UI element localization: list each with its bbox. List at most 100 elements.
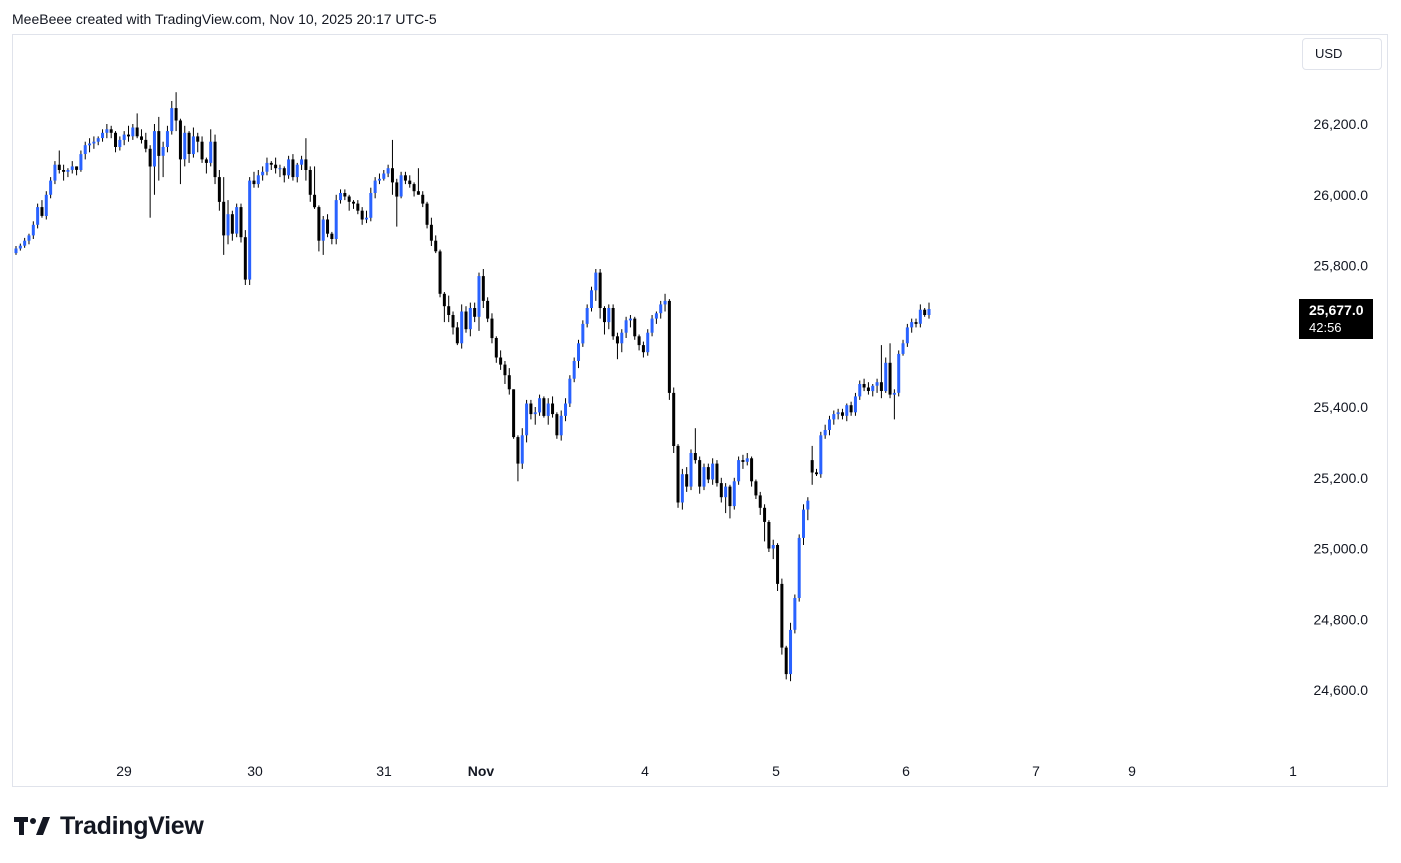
candle-down[interactable] (715, 463, 719, 484)
candle-down[interactable] (728, 486, 732, 507)
candle-up[interactable] (827, 419, 831, 430)
candle-down[interactable] (758, 495, 762, 508)
candle-up[interactable] (927, 309, 931, 315)
candle-up[interactable] (620, 332, 624, 344)
candle-up[interactable] (256, 175, 260, 185)
candle-down[interactable] (923, 309, 927, 315)
candle-up[interactable] (589, 290, 593, 308)
candle-down[interactable] (425, 203, 429, 225)
candle-up[interactable] (594, 272, 598, 291)
candle-down[interactable] (213, 141, 217, 178)
candle-up[interactable] (884, 362, 888, 392)
candle-up[interactable] (892, 392, 896, 395)
candle-up[interactable] (18, 245, 22, 249)
candle-down[interactable] (274, 164, 278, 169)
candle-up[interactable] (261, 171, 265, 176)
candle-up[interactable] (295, 164, 299, 178)
candle-down[interactable] (512, 389, 516, 438)
candle-down[interactable] (810, 460, 814, 473)
candle-down[interactable] (252, 180, 256, 185)
candle-up[interactable] (624, 320, 628, 333)
candle-down[interactable] (434, 240, 438, 252)
candle-up[interactable] (105, 129, 109, 133)
candle-down[interactable] (421, 194, 425, 204)
candle-down[interactable] (360, 210, 364, 220)
candle-down[interactable] (196, 136, 200, 142)
candle-down[interactable] (127, 134, 130, 137)
candle-down[interactable] (763, 507, 767, 522)
candle-up[interactable] (152, 131, 156, 167)
candle-down[interactable] (914, 322, 918, 324)
candle-down[interactable] (529, 403, 533, 415)
candle-up[interactable] (689, 453, 693, 487)
candle-up[interactable] (646, 332, 650, 353)
candle-up[interactable] (226, 214, 230, 236)
candle-down[interactable] (308, 170, 312, 195)
currency-button[interactable]: USD (1302, 38, 1382, 70)
candle-down[interactable] (204, 159, 208, 163)
candle-down[interactable] (815, 472, 818, 475)
candle-up[interactable] (680, 474, 684, 503)
candle-down[interactable] (429, 224, 433, 241)
candle-down[interactable] (719, 483, 723, 498)
candle-up[interactable] (650, 318, 654, 333)
candle-down[interactable] (442, 293, 446, 307)
candle-up[interactable] (364, 217, 368, 220)
candle-down[interactable] (776, 545, 780, 584)
candle-down[interactable] (455, 327, 459, 344)
candle-up[interactable] (31, 224, 35, 236)
candle-up[interactable] (278, 168, 282, 170)
candle-up[interactable] (572, 361, 576, 379)
candle-up[interactable] (858, 384, 862, 397)
candle-up[interactable] (70, 166, 74, 170)
candle-up[interactable] (853, 396, 857, 413)
candle-down[interactable] (438, 251, 442, 294)
candle-down[interactable] (473, 308, 477, 317)
candle-up[interactable] (910, 322, 914, 328)
candle-up[interactable] (789, 629, 793, 675)
candle-up[interactable] (66, 170, 70, 172)
candle-up[interactable] (88, 143, 92, 146)
candle-down[interactable] (40, 207, 44, 216)
candle-down[interactable] (741, 460, 745, 462)
candle-down[interactable] (222, 201, 226, 236)
candle-down[interactable] (304, 159, 308, 170)
candle-up[interactable] (745, 458, 749, 462)
candle-down[interactable] (178, 120, 182, 160)
candle-down[interactable] (174, 108, 178, 121)
candle-up[interactable] (96, 138, 100, 142)
candle-up[interactable] (771, 545, 775, 549)
candle-down[interactable] (317, 207, 321, 241)
candle-down[interactable] (516, 437, 520, 464)
candle-down[interactable] (633, 318, 637, 337)
candle-down[interactable] (693, 453, 697, 461)
candle-up[interactable] (581, 323, 585, 344)
candle-up[interactable] (845, 405, 849, 416)
candle-down[interactable] (555, 414, 559, 436)
candle-down[interactable] (412, 184, 416, 192)
candle-down[interactable] (611, 308, 615, 337)
candle-up[interactable] (737, 460, 741, 482)
candle-down[interactable] (464, 311, 468, 330)
candle-up[interactable] (83, 145, 87, 154)
candle-down[interactable] (767, 522, 771, 549)
candle-up[interactable] (131, 127, 135, 137)
candle-down[interactable] (57, 164, 61, 170)
candle-down[interactable] (486, 300, 490, 319)
candle-up[interactable] (23, 240, 27, 246)
candle-down[interactable] (139, 136, 143, 140)
candle-down[interactable] (269, 162, 273, 165)
candle-up[interactable] (161, 147, 165, 156)
candle-up[interactable] (905, 327, 909, 344)
candle-down[interactable] (602, 308, 606, 323)
candle-down[interactable] (706, 467, 710, 480)
candle-up[interactable] (832, 414, 836, 420)
candle-up[interactable] (399, 175, 403, 197)
candle-down[interactable] (494, 338, 498, 358)
candle-up[interactable] (44, 194, 48, 216)
candle-down[interactable] (109, 129, 113, 133)
candle-up[interactable] (165, 131, 169, 147)
candle-up[interactable] (702, 467, 706, 487)
candle-up[interactable] (382, 173, 386, 179)
candle-up[interactable] (836, 412, 840, 415)
